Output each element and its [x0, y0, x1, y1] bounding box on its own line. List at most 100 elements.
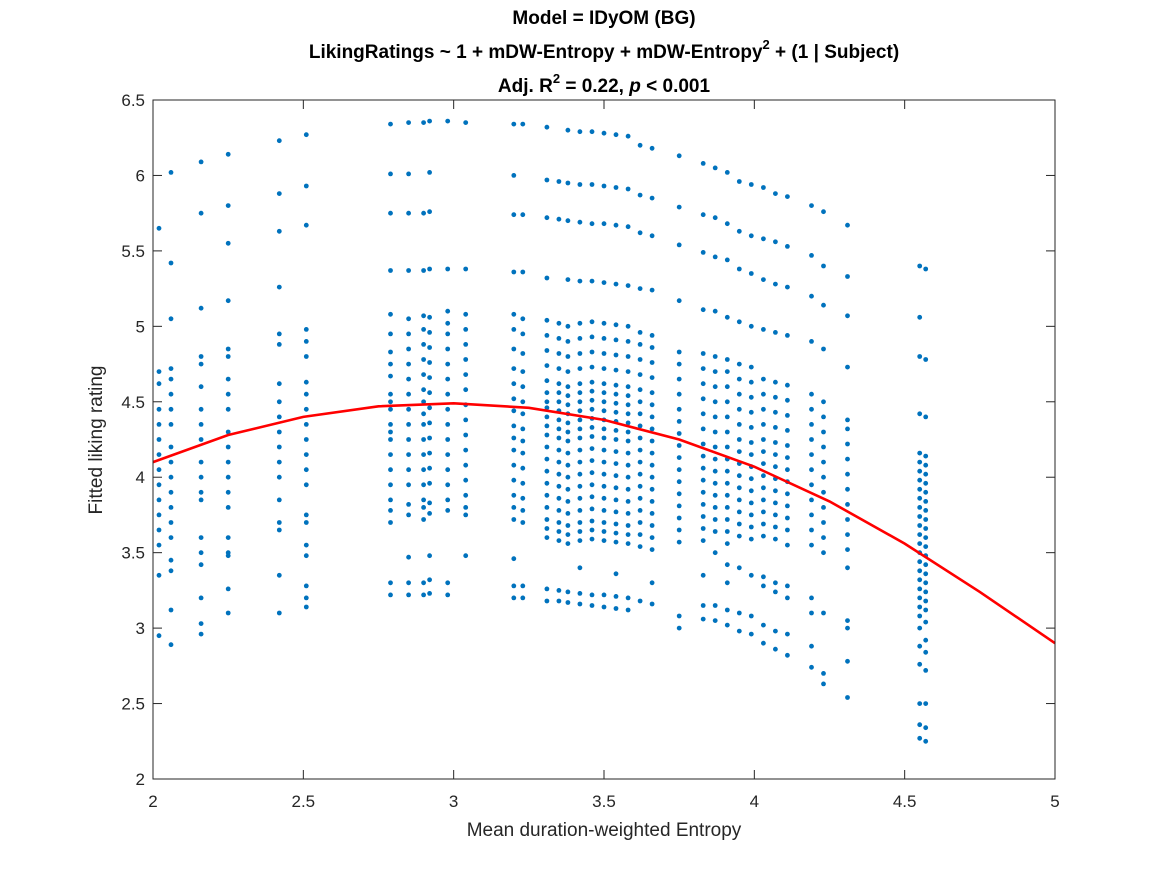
scatter-point: [303, 595, 309, 601]
scatter-point: [565, 402, 571, 408]
title-line-2-tail: + (1 | Subject): [770, 42, 899, 63]
scatter-point: [748, 488, 754, 494]
scatter-point: [406, 120, 411, 125]
y-tick-label: 5.5: [121, 242, 145, 261]
scatter-point: [198, 384, 204, 390]
scatter-point: [748, 613, 754, 619]
scatter-point: [637, 544, 643, 549]
scatter-point: [463, 505, 469, 510]
scatter-point: [544, 405, 550, 411]
scatter-point: [544, 444, 550, 450]
scatter-point: [406, 452, 411, 457]
scatter-point: [845, 618, 850, 623]
scatter-point: [198, 474, 204, 480]
scatter-point: [676, 431, 682, 436]
scatter-point: [821, 459, 826, 465]
scatter-point: [511, 435, 517, 441]
scatter-point: [601, 447, 607, 453]
scatter-point: [544, 399, 550, 405]
scatter-point: [649, 195, 655, 201]
scatter-point: [445, 580, 451, 586]
scatter-point: [724, 314, 730, 320]
scatter-point: [712, 468, 718, 474]
scatter-point: [773, 500, 778, 506]
scatter-point: [773, 409, 778, 415]
scatter-point: [917, 541, 923, 546]
scatter-point: [773, 452, 778, 457]
y-tick-label: 3: [136, 619, 145, 638]
scatter-point: [445, 482, 451, 488]
scatter-point: [388, 592, 393, 598]
scatter-point: [225, 489, 231, 495]
scatter-point: [748, 233, 754, 239]
scatter-point: [589, 349, 595, 355]
scatter-point: [724, 580, 730, 586]
scatter-point: [845, 547, 850, 552]
scatter-point: [421, 437, 426, 442]
scatter-point: [625, 532, 631, 537]
scatter-point: [544, 215, 550, 221]
scatter-point: [625, 523, 631, 528]
scatter-point: [917, 523, 923, 528]
scatter-point: [613, 461, 619, 466]
scatter-point: [198, 354, 204, 359]
scatter-point: [676, 467, 682, 473]
scatter-point: [556, 216, 562, 222]
scatter-point: [700, 381, 706, 387]
scatter-point: [736, 497, 742, 503]
scatter-point: [761, 277, 766, 282]
scatter-point: [748, 631, 754, 637]
scatter-point: [520, 426, 526, 432]
scatter-point: [520, 495, 526, 501]
scatter-point: [198, 459, 204, 465]
y-axis-ticks: 2 2.5 3 3.5 4 4.5 5 5.5 6 6.5: [121, 91, 1055, 789]
scatter-point: [917, 514, 923, 519]
scatter-point: [676, 376, 682, 382]
title-line-2: LikingRatings ~ 1 + mDW-Entropy + mDW-En…: [309, 37, 899, 63]
scatter-point: [406, 391, 411, 397]
scatter-point: [427, 118, 432, 124]
scatter-point: [809, 595, 814, 601]
scatter-point: [773, 281, 778, 287]
scatter-point: [700, 603, 706, 608]
scatter-point: [544, 317, 550, 323]
scatter-point: [544, 423, 550, 429]
scatter-point: [724, 562, 730, 568]
scatter-point: [511, 396, 517, 402]
scatter-point: [577, 408, 583, 414]
scatter-point: [613, 409, 619, 415]
scatter-point: [198, 422, 204, 427]
scatter-point: [445, 320, 451, 326]
scatter-point: [565, 450, 571, 456]
title-line-2-sup: 2: [763, 37, 770, 52]
scatter-points: [156, 118, 929, 744]
scatter-point: [556, 520, 562, 525]
scatter-point: [589, 592, 595, 598]
scatter-point: [785, 194, 790, 200]
scatter-point: [917, 613, 923, 619]
scatter-point: [917, 604, 923, 610]
scatter-point: [168, 474, 174, 480]
scatter-point: [556, 399, 562, 405]
scatter-point: [700, 212, 706, 218]
scatter-point: [649, 474, 655, 480]
scatter-point: [785, 631, 790, 637]
scatter-point: [773, 330, 778, 335]
scatter-point: [773, 524, 778, 530]
scatter-point: [589, 406, 595, 412]
scatter-point: [601, 390, 607, 396]
scatter-point: [388, 391, 393, 397]
scatter-point: [700, 426, 706, 432]
scatter-point: [845, 625, 850, 631]
scatter-point: [198, 497, 204, 503]
scatter-point: [724, 429, 730, 435]
scatter-point: [809, 512, 814, 518]
scatter-point: [156, 633, 162, 639]
scatter-point: [917, 354, 923, 359]
scatter-point: [736, 361, 742, 367]
scatter-point: [773, 488, 778, 494]
scatter-point: [276, 228, 282, 234]
scatter-point: [676, 491, 682, 497]
scatter-point: [544, 505, 550, 510]
